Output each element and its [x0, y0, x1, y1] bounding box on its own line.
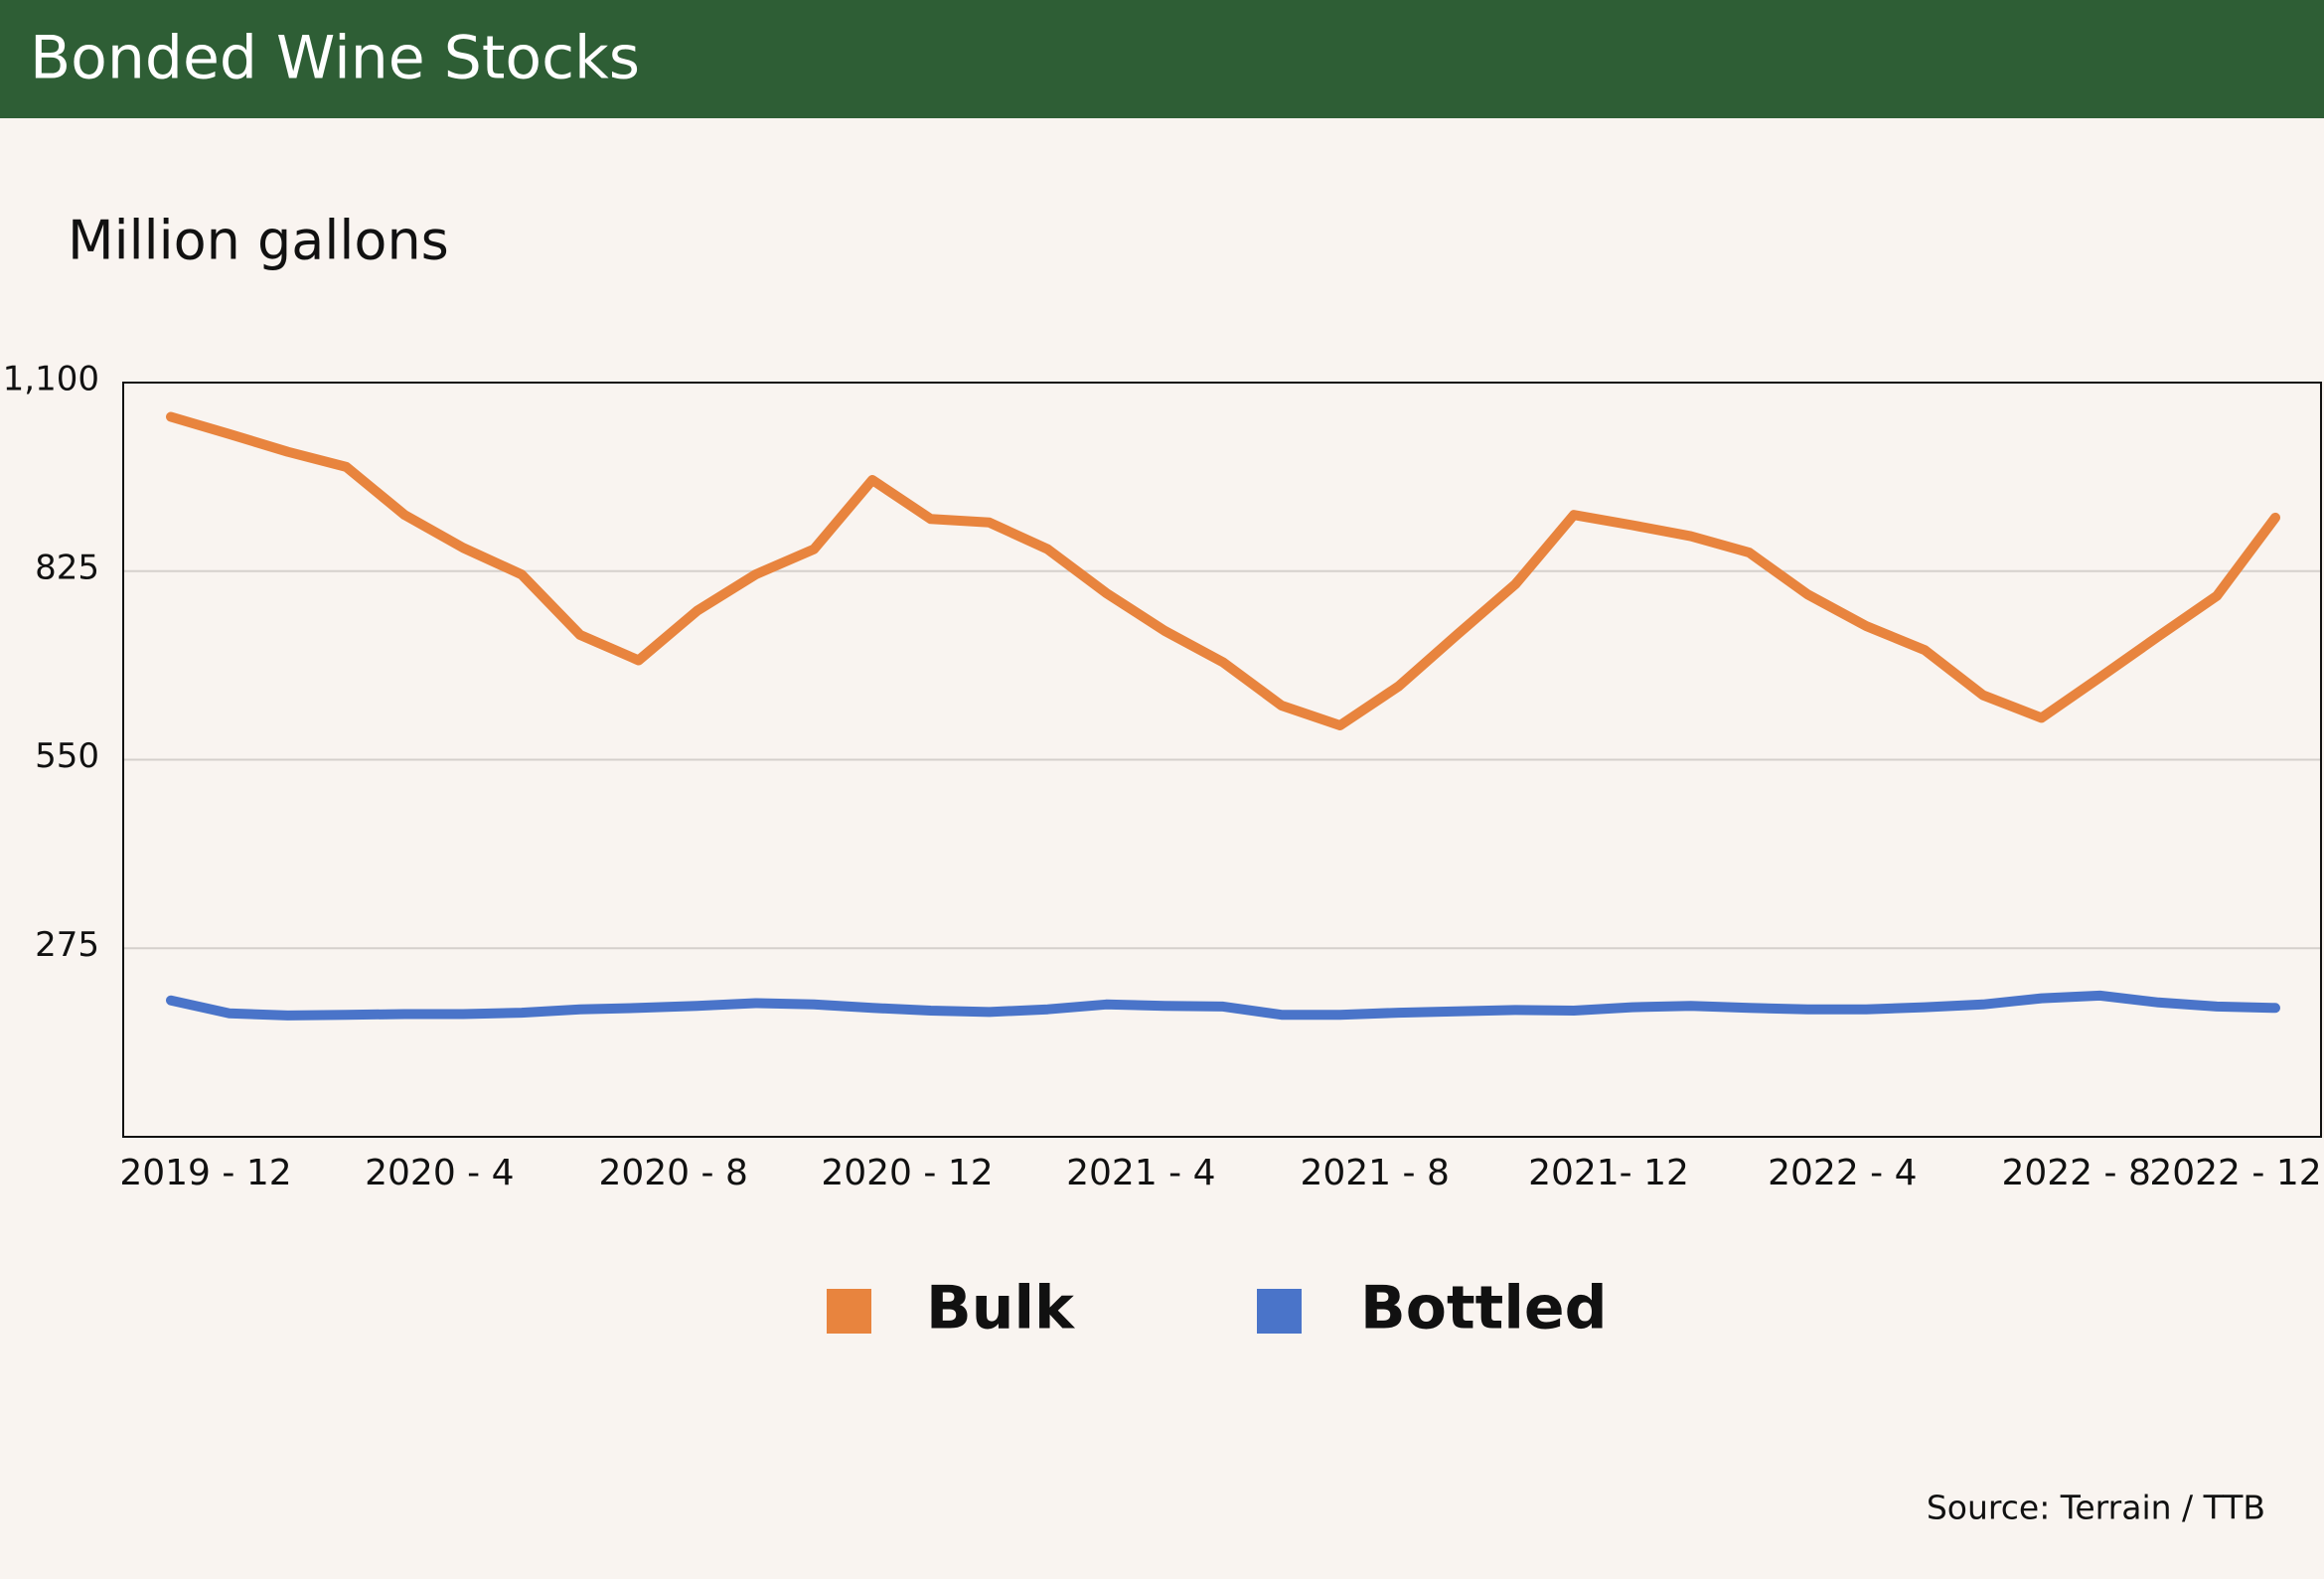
header-bar	[0, 0, 2324, 118]
x-tick-label: 2022 - 12	[2149, 1153, 2321, 1193]
legend-swatch	[827, 1289, 871, 1334]
legend-swatch	[1257, 1289, 1302, 1334]
series-line	[166, 990, 2280, 1021]
x-tick-label: 2021 - 8	[1300, 1153, 1449, 1193]
y-tick-label: 825	[35, 548, 99, 587]
y-tick-label: 1,100	[3, 360, 99, 399]
legend-label: Bottled	[1360, 1274, 1608, 1343]
x-tick-label: 2020 - 12	[821, 1153, 993, 1193]
plot-frame	[122, 382, 2322, 1138]
x-tick-label: 2020 - 8	[598, 1153, 747, 1193]
y-tick-label: 275	[35, 925, 99, 965]
legend-label: Bulk	[926, 1274, 1076, 1343]
y-axis-label: Million gallons	[68, 210, 449, 272]
source-note: Source: Terrain / TTB	[1927, 1489, 2265, 1527]
x-tick-label: 2020 - 4	[365, 1153, 514, 1193]
series-line	[166, 411, 2280, 730]
x-tick-label: 2021- 12	[1528, 1153, 1689, 1193]
x-tick-label: 2022 - 8	[2001, 1153, 2150, 1193]
y-tick-label: 550	[35, 736, 99, 776]
x-tick-label: 2021 - 4	[1066, 1153, 1215, 1193]
x-tick-label: 2019 - 12	[119, 1153, 291, 1193]
chart-title: Bonded Wine Stocks	[30, 24, 640, 93]
x-tick-label: 2022 - 4	[1768, 1153, 1917, 1193]
